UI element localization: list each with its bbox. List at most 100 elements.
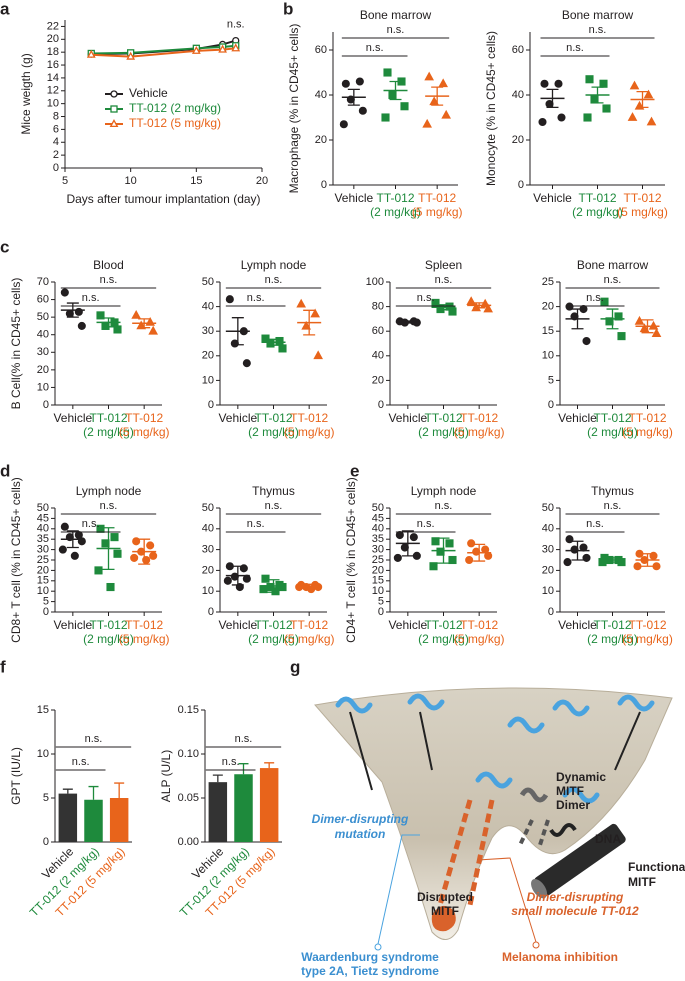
label: type 2A, Tietz syndrome — [301, 964, 439, 978]
point — [231, 43, 241, 52]
panel-letter: a — [0, 0, 10, 18]
point — [441, 109, 452, 119]
connector — [377, 834, 420, 945]
x-tick-label: TT-012 — [424, 411, 462, 425]
y-tick-label: 30 — [37, 346, 49, 358]
connector — [477, 857, 537, 943]
panel-letter: d — [0, 461, 10, 480]
x-tick-label: (5 mg/kg) — [454, 632, 505, 646]
y-tick-label: 10 — [37, 585, 49, 597]
y-tick-label: 40 — [37, 329, 49, 341]
point — [582, 336, 591, 346]
point — [409, 533, 418, 542]
point — [400, 102, 409, 111]
point — [585, 75, 594, 84]
panel-letter: f — [0, 657, 6, 676]
x-tick-label: TT-012 — [628, 411, 666, 425]
significance-label: n.s. — [100, 274, 118, 286]
point — [557, 113, 566, 122]
x-axis-label: Days after tumour implantation (day) — [66, 192, 260, 206]
point — [146, 541, 155, 550]
error-bar — [138, 318, 151, 329]
y-tick-label: 5 — [378, 596, 384, 608]
significance-label: n.s. — [265, 274, 283, 286]
y-axis-label: Macrophage (% in CD45+ cells) — [287, 24, 301, 194]
y-tick-label: 10 — [37, 381, 49, 393]
y-tick-label: 50 — [37, 311, 49, 323]
error-bar — [606, 557, 619, 563]
significance-label: n.s. — [247, 292, 265, 304]
error-bar — [401, 320, 414, 324]
significance-label: n.s. — [85, 733, 103, 745]
label: small molecule TT-012 — [511, 904, 639, 918]
error-bar — [66, 302, 79, 318]
y-tick-label: 0 — [548, 606, 554, 618]
point — [223, 576, 232, 585]
label: Waardenburg syndrome — [301, 950, 439, 964]
error-bar — [88, 785, 99, 800]
error-bar — [102, 527, 115, 571]
label: Disrupted — [417, 890, 473, 904]
y-tick-label: 10 — [372, 585, 384, 597]
y-tick-label: 20 — [37, 564, 49, 576]
y-tick-label: 50 — [202, 276, 214, 288]
dimer — [549, 823, 577, 837]
x-tick-label: (5 mg/kg) — [622, 425, 673, 439]
chart-title: Bone marrow — [577, 258, 649, 272]
x-tick-label: (5 mg/kg) — [622, 632, 673, 646]
point — [471, 302, 482, 312]
error-bar — [347, 88, 360, 106]
y-tick-label: 30 — [542, 544, 554, 556]
x-tick-label: TT-012 — [125, 618, 163, 632]
point — [633, 562, 642, 571]
bar — [84, 799, 103, 842]
chart-title: Lymph node — [241, 258, 307, 272]
error-bar — [389, 80, 402, 101]
chart-title: Bone marrow — [562, 8, 634, 22]
x-tick-label: (2 mg/kg) — [83, 425, 134, 439]
point — [652, 562, 661, 571]
point — [149, 551, 158, 560]
y-tick-label: 22 — [47, 20, 59, 32]
y-tick-label: 8 — [53, 110, 59, 122]
error-bar — [401, 530, 414, 557]
point — [296, 298, 307, 308]
significance-label: n.s. — [566, 42, 584, 54]
y-tick-label: 25 — [372, 554, 384, 566]
error-bar — [641, 319, 654, 334]
y-tick-label: 60 — [512, 44, 524, 56]
error-bar — [636, 90, 649, 109]
y-tick-label: 20 — [202, 564, 214, 576]
point — [431, 537, 440, 546]
legend-marker — [110, 105, 118, 113]
significance-label: n.s. — [82, 518, 100, 530]
point — [94, 566, 103, 575]
x-tick-label: (5 mg/kg) — [284, 632, 335, 646]
chart-title: Lymph node — [76, 484, 142, 498]
point — [110, 533, 119, 542]
y-tick-label: 50 — [372, 502, 384, 514]
disrupted-mitf — [431, 905, 456, 932]
label: Functional — [628, 860, 685, 874]
point — [339, 120, 348, 129]
y-tick-label: 2 — [53, 149, 59, 161]
y-axis-label: Mice weigth (g) — [19, 53, 33, 134]
x-tick-label: TT-012 — [89, 411, 127, 425]
x-tick-label: (2 mg/kg) — [370, 205, 421, 219]
point — [301, 320, 312, 330]
x-tick-label: TT-012 — [376, 191, 414, 205]
point — [540, 79, 549, 88]
point — [424, 71, 435, 81]
error-bar — [264, 762, 275, 769]
error-bar — [62, 788, 73, 794]
error-bar — [571, 308, 584, 330]
point — [643, 89, 654, 99]
y-tick-label: 30 — [37, 544, 49, 556]
y-tick-label: 18 — [47, 46, 59, 58]
y-tick-label: 20 — [202, 350, 214, 362]
x-tick-label: TT-012 — [290, 411, 328, 425]
x-tick-label: Vehicle — [388, 411, 427, 425]
point — [651, 328, 662, 338]
tissue-shape — [314, 687, 673, 940]
y-tick-label: 25 — [37, 554, 49, 566]
